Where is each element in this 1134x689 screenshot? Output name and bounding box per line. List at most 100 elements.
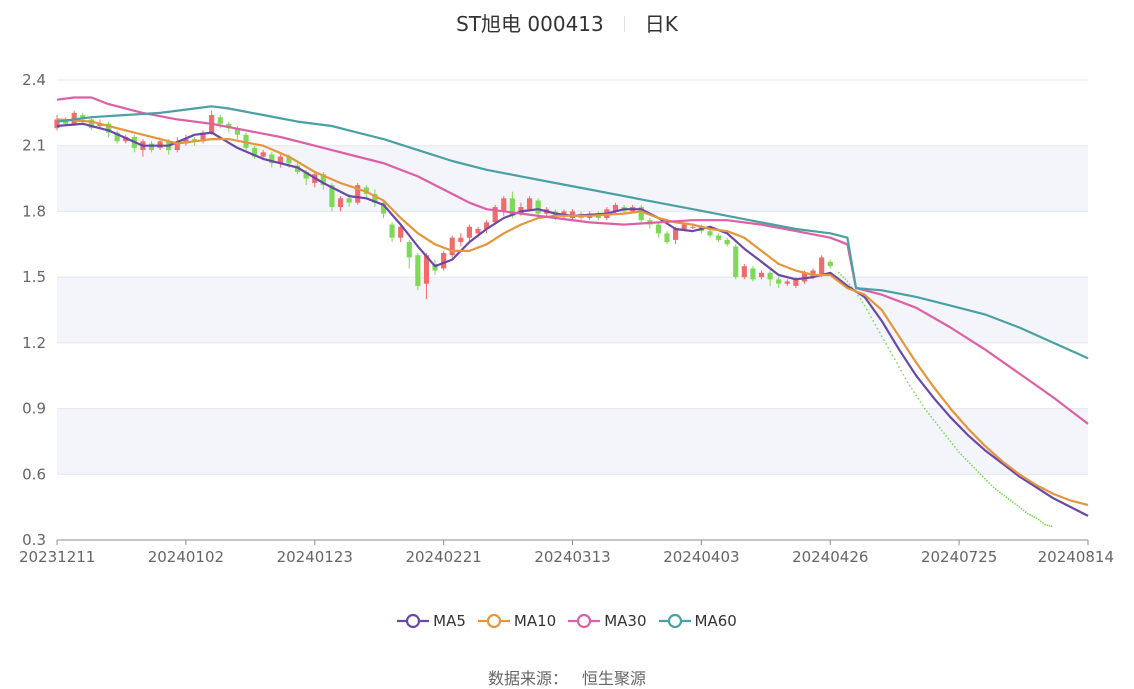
candle-body (200, 132, 206, 142)
projection-dot (951, 443, 954, 446)
candle-body (767, 272, 773, 280)
projection-dot (926, 410, 928, 413)
projection-dot (1026, 512, 1029, 515)
candle-body (380, 202, 387, 214)
projection-dot (956, 448, 958, 451)
title-separator (623, 16, 625, 32)
projection-dot (889, 350, 892, 353)
y-tick-label: 0.6 (22, 465, 46, 483)
candle-body (234, 128, 241, 135)
projection-dot (844, 278, 847, 281)
projection-dot (994, 488, 997, 490)
projection-dot (1016, 504, 1019, 507)
candle-body (466, 226, 472, 238)
y-axis-tick-labels: 0.3 0.6 0.9 1.2 1.5 1.8 2.1 2.4 (22, 71, 46, 549)
projection-dot (868, 312, 870, 315)
projection-dot (1005, 496, 1008, 499)
projection-dot (848, 283, 851, 286)
candle-body (441, 253, 447, 269)
legend: MA5 MA10 MA30 MA60 (0, 612, 1134, 630)
candle-body (664, 233, 670, 243)
y-tick-label: 2.1 (22, 137, 46, 155)
projection-dot (887, 346, 890, 349)
projection-dot (1014, 502, 1016, 505)
projection-dot (898, 366, 900, 368)
candle-body (389, 224, 395, 238)
projection-dot (870, 316, 872, 319)
projection-dot (947, 437, 950, 440)
projection-dot (878, 331, 881, 334)
candle-body (355, 185, 361, 203)
candle-body (260, 152, 266, 157)
legend-label: MA10 (513, 612, 557, 630)
x-tick-label: 20240221 (405, 548, 481, 566)
projection-dot (999, 491, 1001, 494)
projection-dot (984, 477, 986, 480)
projection-dot (874, 323, 877, 326)
candle-body (303, 172, 309, 179)
candles (54, 110, 833, 300)
ma30-line (56, 96, 1089, 425)
candle-body (406, 242, 412, 258)
projection-dot (943, 432, 945, 435)
candle-body (63, 119, 69, 124)
projection-dot (857, 294, 860, 297)
projection-dot (919, 401, 922, 403)
band (57, 277, 1088, 343)
projection-dot (1048, 524, 1051, 527)
projection-dot (941, 429, 943, 432)
projection-dot (1041, 522, 1044, 524)
projection-dot (900, 369, 903, 372)
projection-dot (1029, 513, 1031, 516)
projection-dot (973, 466, 976, 469)
projection-dot (842, 276, 845, 279)
projection-dot (840, 274, 842, 276)
candle-body (286, 156, 292, 164)
candle-body (217, 117, 223, 124)
projection-dot (1018, 506, 1021, 509)
y-tick-label: 1.8 (22, 202, 46, 220)
legend-item-ma30[interactable]: MA30 (568, 612, 647, 630)
legend-item-ma60[interactable]: MA60 (658, 612, 737, 630)
candle-body (535, 200, 541, 214)
ma10-line (56, 118, 1089, 507)
y-tick-label: 1.5 (22, 268, 46, 286)
projection-dot (923, 407, 926, 410)
x-tick-label: 20231211 (19, 548, 95, 566)
legend-marker (397, 613, 430, 629)
candle-body (492, 207, 498, 223)
candle-body (88, 119, 94, 129)
projection-dot (1035, 517, 1038, 519)
candle-body (690, 226, 696, 228)
projection-dot (979, 473, 982, 476)
candle-body (793, 279, 799, 286)
projection-dot (958, 451, 961, 454)
legend-item-ma10[interactable]: MA10 (477, 612, 557, 630)
candlestick-chart: 0.3 0.6 0.9 1.2 1.5 1.8 2.1 2.4 20231211 2024010… (19, 71, 1114, 566)
projection-dot (968, 462, 971, 465)
projection-dot (861, 301, 864, 304)
candle-body (612, 204, 619, 212)
candle-body (372, 193, 378, 203)
candle-body (458, 237, 464, 243)
legend-marker (477, 613, 510, 629)
band (57, 408, 1088, 475)
projection-dot (1001, 493, 1003, 495)
candle-body (329, 185, 335, 208)
chart-title: ST旭电 000413 日K (0, 8, 1134, 37)
candle-body (501, 198, 507, 212)
projection-dot (990, 484, 993, 487)
projection-dot (863, 304, 866, 307)
projection-dot (1044, 523, 1046, 526)
candle-body (741, 266, 747, 278)
projection-dot (1007, 498, 1010, 500)
projection-dot (1033, 516, 1036, 518)
candle-body (776, 279, 782, 284)
candle-body (733, 246, 739, 278)
projection-dot (910, 387, 913, 390)
candle-body (819, 257, 825, 275)
projection-dot (865, 308, 868, 311)
projection-dot (880, 335, 883, 338)
projection-dot (885, 343, 887, 345)
legend-item-ma5[interactable]: MA5 (397, 612, 466, 630)
